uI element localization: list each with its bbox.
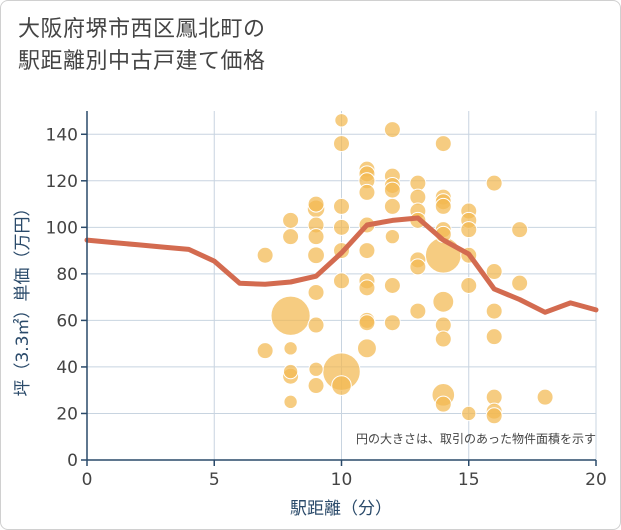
bubble-size-note: 円の大きさは、取引のあった物件面積を示す — [356, 431, 596, 446]
data-bubble — [384, 228, 401, 245]
bubble-layer — [256, 113, 554, 425]
data-bubble — [307, 316, 325, 334]
data-bubble — [308, 361, 324, 377]
data-bubble — [282, 228, 300, 246]
data-bubble — [282, 211, 300, 229]
y-axis-title: 坪（3.3㎡）単価（万円） — [13, 199, 33, 396]
data-bubble — [511, 274, 529, 292]
y-tick-label: 100 — [46, 218, 78, 238]
data-bubble — [432, 290, 455, 313]
data-bubble — [331, 375, 352, 396]
data-bubble — [485, 328, 503, 346]
data-bubble — [383, 197, 401, 215]
data-bubble — [485, 263, 503, 281]
data-bubble — [434, 135, 452, 153]
data-bubble — [333, 218, 350, 236]
y-tick-label: 40 — [56, 358, 78, 378]
data-bubble — [485, 174, 503, 192]
data-bubble — [461, 405, 477, 422]
data-bubble — [256, 246, 274, 264]
data-bubble — [307, 283, 325, 301]
y-tick-label: 120 — [46, 172, 78, 192]
data-bubble — [485, 302, 503, 320]
data-bubble — [383, 181, 401, 199]
y-tick-label: 80 — [56, 265, 78, 285]
x-tick-label: 15 — [458, 470, 480, 490]
y-tick-label: 60 — [56, 311, 78, 331]
chart-title: 大阪府堺市西区鳳北町の 駅距離別中古戸建て価格 — [18, 14, 266, 78]
y-tick-label: 20 — [56, 404, 78, 424]
data-bubble — [307, 195, 325, 213]
data-bubble — [358, 314, 376, 332]
line-layer — [84, 215, 599, 315]
data-bubble — [333, 272, 350, 290]
data-bubble — [283, 394, 298, 410]
data-bubble — [434, 330, 452, 348]
average-price-line — [84, 215, 599, 315]
data-bubble — [460, 277, 478, 294]
data-bubble — [356, 338, 377, 359]
data-bubble — [383, 277, 401, 294]
data-bubble — [434, 197, 452, 215]
data-bubble — [307, 228, 325, 246]
data-bubble — [333, 197, 350, 215]
chart-title-line-2: 駅距離別中古戸建て価格 — [18, 49, 266, 74]
chart-title-line-1: 大阪府堺市西区鳳北町の — [18, 17, 266, 42]
data-bubble — [409, 258, 427, 276]
x-tick-label: 20 — [585, 470, 607, 490]
data-bubble — [270, 295, 311, 336]
x-tick-label: 5 — [209, 470, 220, 490]
axes-layer: 0 20 40 60 80 100 120 140 0 5 10 15 20 — [46, 111, 607, 490]
y-tick-label: 140 — [46, 125, 78, 145]
data-bubble — [383, 121, 401, 139]
data-bubble — [536, 388, 554, 406]
x-axis-title: 駅距離（分） — [290, 499, 392, 519]
data-bubble — [409, 302, 427, 320]
data-bubble — [434, 395, 452, 413]
data-bubble — [334, 113, 349, 128]
data-bubble — [307, 246, 325, 265]
y-tick-label: 0 — [67, 451, 78, 471]
data-bubble — [358, 183, 376, 201]
data-bubble — [383, 314, 401, 332]
data-bubble — [460, 221, 478, 239]
data-bubble — [511, 221, 529, 239]
data-bubble — [307, 377, 325, 395]
x-tick-label: 0 — [82, 470, 93, 490]
data-bubble — [282, 363, 299, 380]
data-bubble — [485, 407, 503, 425]
data-bubble — [256, 342, 274, 360]
data-bubble — [283, 341, 298, 356]
data-bubble — [333, 135, 350, 153]
data-bubble — [358, 279, 376, 297]
data-bubble — [358, 242, 376, 260]
x-tick-label: 10 — [331, 470, 353, 490]
